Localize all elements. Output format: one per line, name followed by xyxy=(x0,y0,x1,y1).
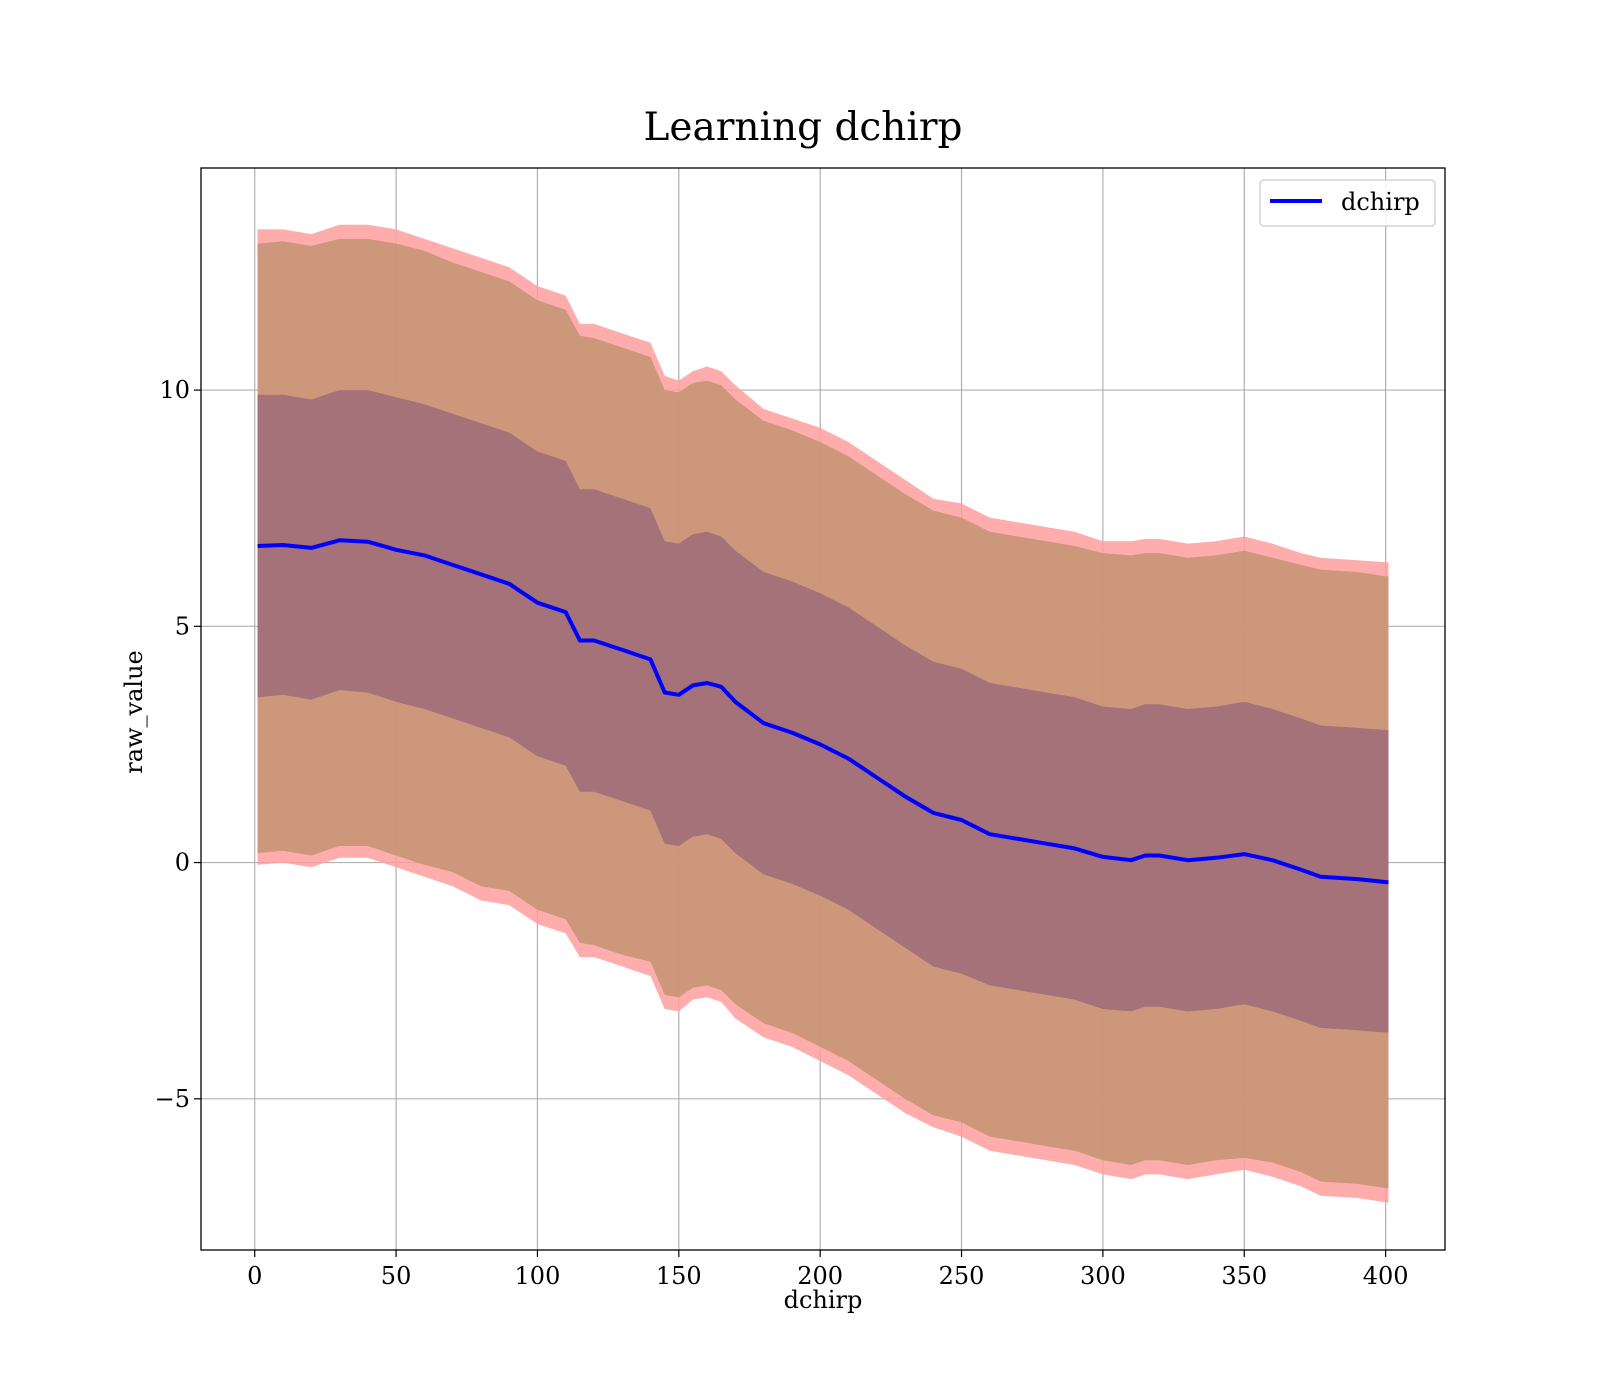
x-tick-label-6: 300 xyxy=(1080,1262,1126,1290)
x-tick-label-5: 250 xyxy=(939,1262,985,1290)
band-inner xyxy=(257,390,1389,1033)
x-tick-label-2: 100 xyxy=(515,1262,561,1290)
plot-frame xyxy=(200,167,1446,1251)
x-tick-label-4: 200 xyxy=(797,1262,843,1290)
y-tick-label-3: 10 xyxy=(159,376,190,404)
mean-line-layer xyxy=(257,538,1389,885)
legend-box xyxy=(1259,179,1436,227)
x-tick-label-8: 400 xyxy=(1363,1262,1409,1290)
x-tick-label-1: 50 xyxy=(381,1262,412,1290)
chart-title: Learning dchirp xyxy=(644,105,963,150)
y-tick-label-2: 5 xyxy=(175,612,190,640)
confidence-bands xyxy=(257,224,1389,1203)
x-axis-ticks: 0 50 100 150 200 250 300 350 400 xyxy=(247,1250,1409,1290)
y-tick-label-0: −5 xyxy=(155,1085,190,1113)
legend: dchirp xyxy=(1259,179,1436,227)
x-axis-label: dchirp xyxy=(784,1286,863,1314)
legend-label-dchirp: dchirp xyxy=(1341,188,1420,216)
x-tick-label-3: 150 xyxy=(656,1262,702,1290)
y-axis-ticks: −5 0 5 10 xyxy=(155,376,201,1113)
y-axis-label: raw_value xyxy=(120,650,148,774)
y-tick-label-1: 0 xyxy=(175,849,190,877)
x-tick-label-7: 350 xyxy=(1221,1262,1267,1290)
x-tick-label-0: 0 xyxy=(247,1262,262,1290)
series-line-dchirp xyxy=(257,538,1389,885)
